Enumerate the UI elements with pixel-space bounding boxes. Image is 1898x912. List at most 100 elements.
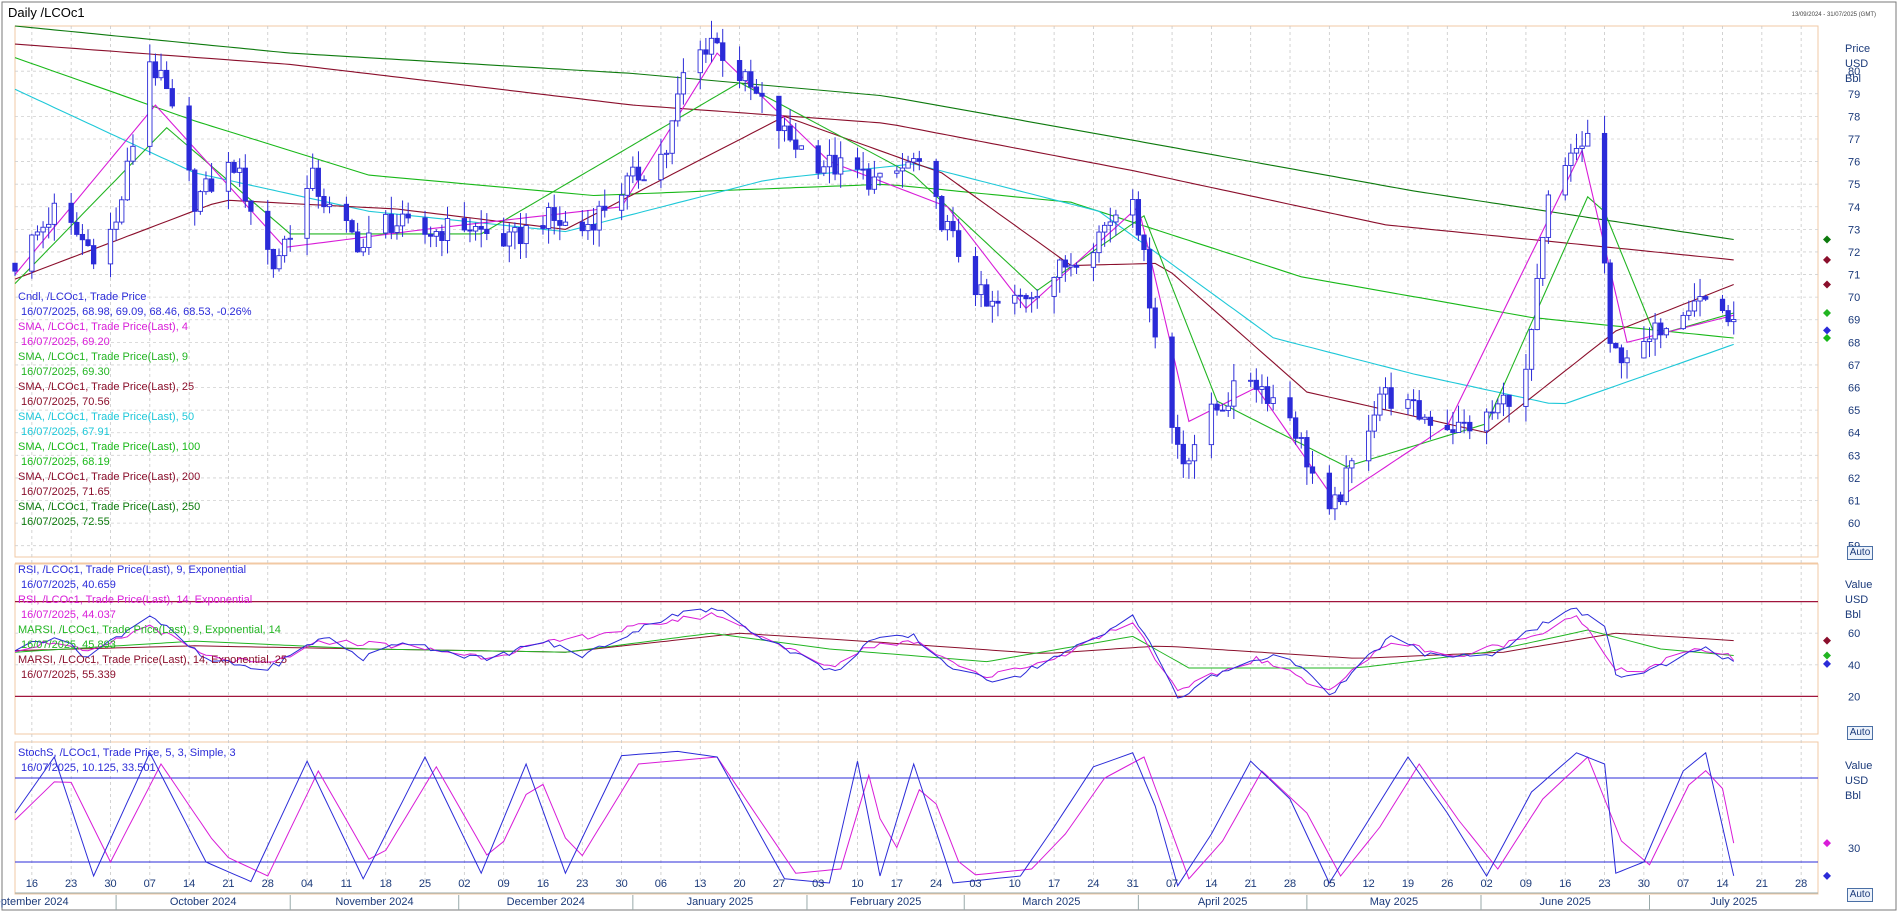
candle-body — [557, 220, 563, 226]
candle-body — [1528, 329, 1535, 370]
candle-body — [916, 158, 922, 162]
candle-body — [1467, 421, 1473, 432]
candle-body — [1388, 387, 1394, 409]
candle — [720, 28, 726, 77]
x-month-label: January 2025 — [687, 896, 754, 908]
x-day-tick: 16 — [537, 878, 549, 890]
candle-body — [192, 169, 198, 212]
chart-title: Daily /LCOc1 — [8, 5, 85, 20]
rsi-auto-scale-button[interactable]: Auto — [1847, 726, 1873, 740]
candle — [1090, 243, 1097, 282]
price_panel-legend-name-2: SMA, /LCOc1, Trade Price(Last), 9 — [18, 351, 188, 363]
candle — [1579, 131, 1585, 162]
x-day-tick: 20 — [733, 878, 745, 890]
candle-body — [1096, 231, 1102, 254]
candle-body — [360, 247, 366, 253]
candle — [955, 218, 962, 263]
candle-body — [394, 225, 400, 233]
candle-body — [74, 221, 80, 235]
stoch-auto-scale-button[interactable]: Auto — [1847, 888, 1873, 902]
candle-body — [624, 175, 630, 196]
candle-body — [933, 160, 939, 197]
candle-body — [1017, 294, 1024, 297]
candle-body — [1349, 460, 1355, 469]
candle-body — [237, 167, 243, 173]
x-day-tick: 17 — [891, 878, 903, 890]
candle — [321, 188, 327, 214]
panel-frame-0 — [14, 25, 1819, 558]
candle-body — [1585, 132, 1591, 147]
candle — [405, 202, 411, 224]
x-day-tick: 03 — [969, 878, 981, 890]
last-value-marker-1 — [1823, 255, 1831, 264]
price-tick-label: 69 — [1848, 315, 1860, 327]
candle-body — [1568, 152, 1574, 166]
candle — [540, 216, 546, 235]
x-day-tick: 30 — [615, 878, 627, 890]
candle — [1388, 372, 1394, 416]
candle-body — [955, 230, 962, 257]
sma200-line — [14, 43, 1734, 261]
candle-body — [1377, 393, 1383, 416]
candle — [1377, 386, 1383, 422]
candle — [545, 202, 552, 244]
price-tick-label: 67 — [1848, 360, 1860, 372]
candle — [1264, 376, 1271, 412]
price-tick-label: 75 — [1848, 179, 1860, 191]
candle-body — [1703, 296, 1709, 300]
candle-body — [551, 207, 557, 221]
candle-body — [658, 153, 664, 181]
candle — [1450, 411, 1456, 445]
candle-body — [1410, 399, 1417, 402]
stoch_k-line — [14, 750, 1735, 887]
candle — [1467, 415, 1473, 440]
candle — [618, 183, 625, 220]
candle — [186, 96, 192, 182]
candle — [439, 224, 445, 257]
x-day-tick: 09 — [1520, 878, 1532, 890]
x-day-tick: 04 — [301, 878, 313, 890]
x-day-tick: 30 — [104, 878, 116, 890]
price-axis-unit-1: USD — [1845, 58, 1868, 70]
candle — [753, 78, 760, 95]
candle-body — [714, 37, 720, 44]
rsi_panel-legend-name-2: MARSI, /LCOc1, Trade Price(Last), 9, Exp… — [18, 624, 281, 636]
candle-body — [405, 213, 411, 219]
rsi-legend: RSI, /LCOc1, Trade Price(Last), 9, Expon… — [18, 563, 287, 683]
candle-body — [304, 187, 310, 239]
x-day-tick: 31 — [1127, 878, 1139, 890]
candle — [1534, 263, 1540, 331]
price_panel-legend-value-0: 16/07/2025, 68.98, 69.09, 68.46, 68.53, … — [21, 306, 252, 318]
candle — [1017, 288, 1024, 309]
candle — [119, 196, 125, 225]
stoch-legend: StochS, /LCOc1, Trade Price, 5, 3, Simpl… — [18, 746, 236, 776]
candle-body — [242, 167, 248, 202]
candle-body — [602, 205, 608, 211]
rsi-axis-unit-1: USD — [1845, 594, 1868, 606]
x-day-tick: 28 — [1795, 878, 1807, 890]
candle — [1096, 225, 1102, 263]
candle-body — [1298, 437, 1304, 439]
candle-body — [1073, 264, 1080, 268]
candle-body — [1719, 298, 1726, 312]
candle — [281, 235, 288, 263]
candle — [1410, 389, 1417, 417]
candle-body — [871, 176, 878, 190]
candle-body — [1697, 296, 1703, 302]
candle-body — [1422, 416, 1428, 420]
price-legend: Cndl, /LCOc1, Trade Price 16/07/2025, 68.… — [18, 290, 252, 530]
candle-body — [540, 225, 546, 229]
candle — [265, 199, 271, 265]
candle-body — [1461, 421, 1467, 424]
last-value-marker-9 — [1823, 839, 1831, 848]
candle-body — [1686, 310, 1692, 316]
candle — [147, 44, 153, 156]
candle-body — [315, 167, 321, 197]
price-auto-scale-button[interactable]: Auto — [1847, 546, 1873, 560]
candle — [1613, 342, 1619, 349]
candle — [107, 212, 114, 278]
candle-body — [164, 69, 170, 90]
candle-body — [1332, 494, 1338, 510]
x-day-tick: 17 — [1048, 878, 1060, 890]
